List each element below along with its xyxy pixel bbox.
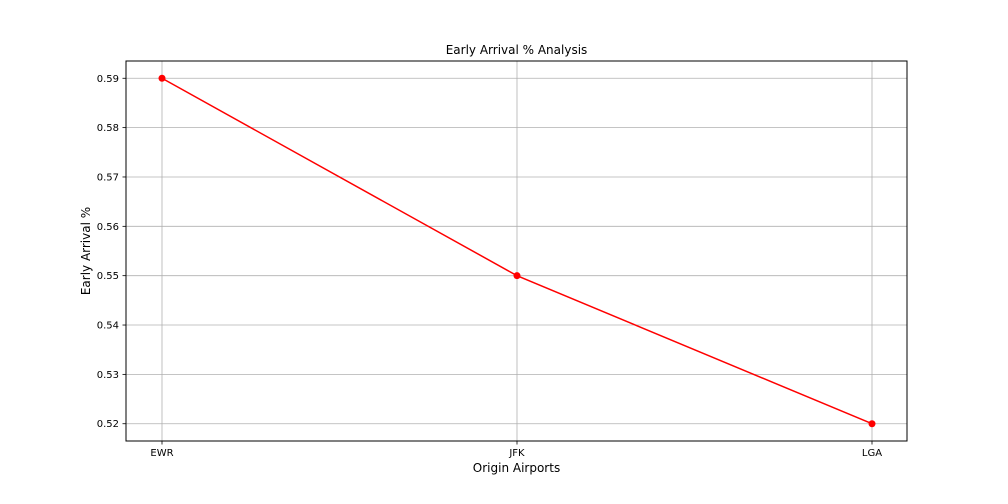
y-tick-label: 0.54	[97, 321, 119, 332]
y-tick-label: 0.59	[97, 74, 119, 85]
axis-ticks: 0.52 0.53 0.54 0.55 0.56 0.57 0.58 0.59 EWR JFK LG…	[97, 74, 883, 459]
grid-lines	[126, 61, 907, 441]
plot-background	[126, 61, 907, 441]
x-tick-label: LGA	[862, 448, 882, 459]
data-point-lga	[868, 420, 876, 428]
data-point-jfk	[513, 272, 521, 280]
y-axis-label: Early Arrival %	[79, 207, 93, 295]
plot-frame	[125, 60, 908, 442]
y-tick-label: 0.56	[97, 222, 119, 233]
chart-title: Early Arrival % Analysis	[446, 43, 588, 57]
series-layer	[158, 74, 876, 428]
y-tick-label: 0.57	[97, 172, 119, 183]
y-tick-label: 0.58	[97, 123, 119, 134]
y-tick-label: 0.52	[97, 419, 119, 430]
data-point-ewr	[158, 74, 166, 82]
y-tick-label: 0.55	[97, 271, 119, 282]
x-tick-label: JFK	[508, 448, 525, 459]
x-axis-label: Origin Airports	[473, 461, 560, 475]
x-tick-label: EWR	[150, 448, 173, 459]
y-tick-label: 0.53	[97, 370, 119, 381]
